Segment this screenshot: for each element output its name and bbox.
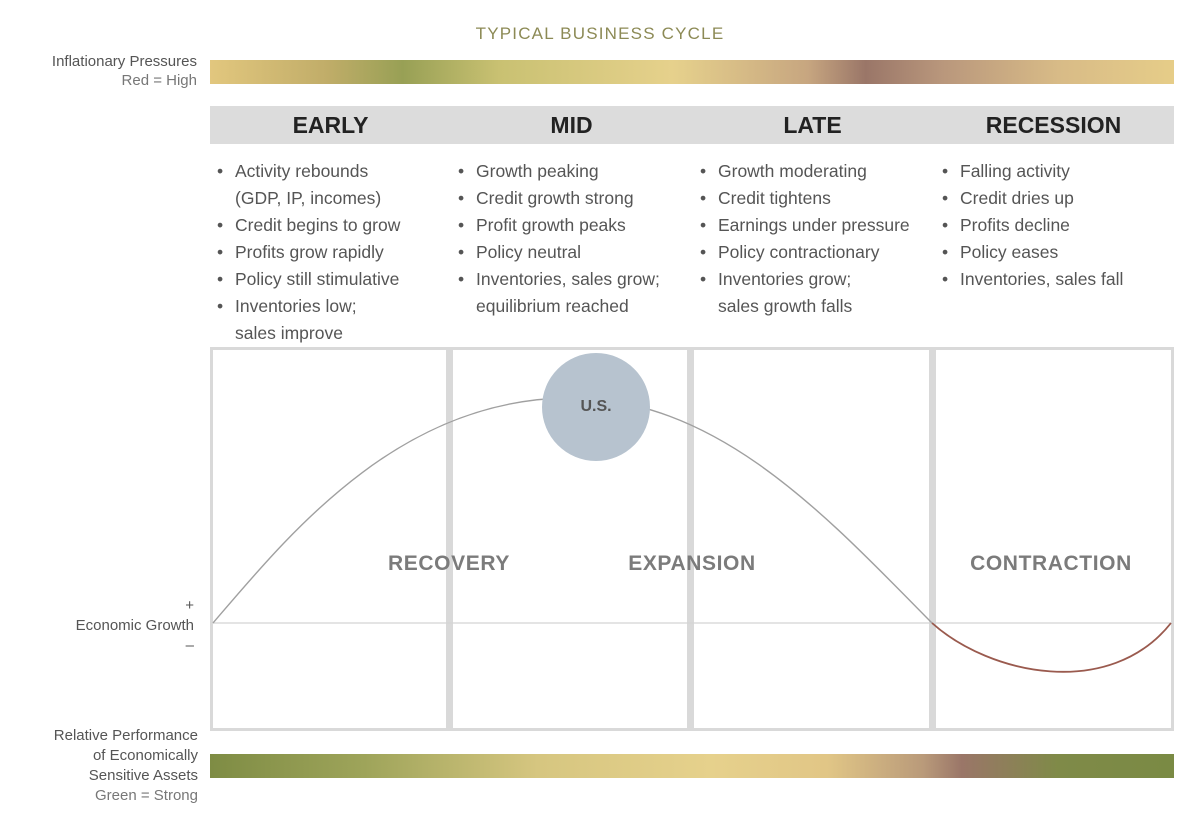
phase-divider: [446, 347, 453, 731]
bullet-item: Policy neutral: [454, 239, 694, 266]
bullet-item: Profit growth peaks: [454, 212, 694, 239]
inflation-label-title: Inflationary Pressures: [51, 53, 197, 70]
growth-minus-sign: –: [185, 637, 194, 654]
phase-recession-bullets: Falling activity Credit dries up Profits…: [938, 158, 1178, 293]
growth-plus-sign: +: [185, 597, 194, 614]
phase-divider: [929, 347, 936, 731]
performance-label-line: of Economically: [92, 747, 198, 764]
phase-early-heading: EARLY: [292, 112, 369, 138]
us-position-marker: [542, 353, 650, 461]
expansion-label: EXPANSION: [628, 552, 756, 575]
phase-mid-bullets: Growth peaking Credit growth strong Prof…: [454, 158, 694, 320]
relative-performance-label: Relative Performance of Economically Sen…: [54, 726, 198, 806]
recovery-label: RECOVERY: [388, 552, 510, 575]
bullet-item: Earnings under pressure: [696, 212, 936, 239]
bullet-item: Falling activity: [938, 158, 1178, 185]
asset-performance-bar: [210, 754, 1174, 778]
bullet-item: Profits decline: [938, 212, 1178, 239]
phase-early-bullets: Activity rebounds(GDP, IP, incomes) Cred…: [213, 158, 453, 347]
growth-label: Economic Growth: [75, 617, 194, 634]
bullet-item: Inventories grow;sales growth falls: [696, 266, 936, 320]
performance-label-line: Sensitive Assets: [88, 767, 198, 784]
bullet-item: Growth moderating: [696, 158, 936, 185]
phase-late-bullets: Growth moderating Credit tightens Earnin…: [696, 158, 936, 320]
bullet-item: Growth peaking: [454, 158, 694, 185]
economic-growth-axis-label: + Economic Growth –: [76, 596, 194, 656]
phase-recession-heading: RECESSION: [985, 112, 1122, 138]
bullet-item: Policy contractionary: [696, 239, 936, 266]
bullet-item: Credit begins to grow: [213, 212, 453, 239]
diagram-title: TYPICAL BUSINESS CYCLE: [475, 24, 725, 43]
bullet-item: Inventories low;sales improve: [213, 293, 453, 347]
phase-header-row: EARLY MID LATE RECESSION: [210, 106, 1174, 144]
bullet-item: Policy still stimulative: [213, 266, 453, 293]
phase-late-heading: LATE: [783, 112, 842, 138]
inflation-label-legend: Red = High: [121, 72, 197, 89]
bullet-item: Credit tightens: [696, 185, 936, 212]
bullet-item: Activity rebounds(GDP, IP, incomes): [213, 158, 453, 212]
bullet-item: Profits grow rapidly: [213, 239, 453, 266]
performance-label-legend: Green = Strong: [95, 787, 198, 804]
performance-label-line: Relative Performance: [53, 727, 198, 744]
bullet-item: Credit growth strong: [454, 185, 694, 212]
bullet-item: Policy eases: [938, 239, 1178, 266]
growth-curve-negative: [931, 622, 1172, 673]
inflation-label: Inflationary Pressures Red = High: [52, 52, 197, 90]
phase-divider: [687, 347, 694, 731]
phase-mid-heading: MID: [550, 112, 593, 138]
bullet-item: Credit dries up: [938, 185, 1178, 212]
us-marker-label: U.S.: [580, 398, 612, 415]
bullet-item: Inventories, sales grow;equilibrium reac…: [454, 266, 694, 320]
contraction-label: CONTRACTION: [970, 552, 1132, 575]
bullet-item: Inventories, sales fall: [938, 266, 1178, 293]
inflation-pressure-bar: [210, 60, 1174, 84]
